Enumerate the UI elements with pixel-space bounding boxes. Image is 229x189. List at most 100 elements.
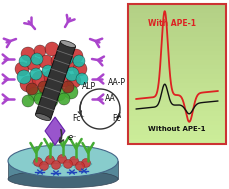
Circle shape xyxy=(46,95,58,107)
Polygon shape xyxy=(50,164,62,168)
Circle shape xyxy=(73,62,87,76)
Text: Fc: Fc xyxy=(112,115,120,123)
Circle shape xyxy=(76,73,88,85)
Circle shape xyxy=(19,55,31,67)
Circle shape xyxy=(31,53,43,65)
Bar xyxy=(128,50,225,55)
Bar xyxy=(128,60,225,65)
Text: Without APE-1: Without APE-1 xyxy=(148,126,205,132)
Polygon shape xyxy=(44,159,56,163)
Ellipse shape xyxy=(8,145,117,177)
Text: e⁻: e⁻ xyxy=(68,132,77,142)
Circle shape xyxy=(21,47,35,61)
Bar xyxy=(128,92,225,97)
Bar xyxy=(128,64,225,69)
Bar xyxy=(128,4,225,9)
Circle shape xyxy=(26,83,38,95)
Bar xyxy=(128,18,225,23)
Circle shape xyxy=(40,85,54,99)
Circle shape xyxy=(67,74,81,88)
Polygon shape xyxy=(62,163,74,167)
Circle shape xyxy=(20,76,36,92)
Circle shape xyxy=(51,160,60,170)
Bar xyxy=(128,125,225,130)
Bar xyxy=(128,41,225,46)
Bar xyxy=(128,129,225,135)
Circle shape xyxy=(52,87,66,101)
Bar xyxy=(128,83,225,88)
Circle shape xyxy=(34,45,46,57)
Circle shape xyxy=(39,55,53,69)
Circle shape xyxy=(38,81,50,93)
Circle shape xyxy=(50,79,62,91)
Circle shape xyxy=(45,42,59,56)
Circle shape xyxy=(28,87,42,101)
Text: Fc⁺: Fc⁺ xyxy=(72,115,84,123)
Bar xyxy=(128,74,225,79)
Circle shape xyxy=(62,81,74,93)
Bar xyxy=(128,32,225,37)
Text: With APE-1: With APE-1 xyxy=(147,19,195,29)
Bar xyxy=(128,106,225,111)
Circle shape xyxy=(73,55,85,67)
Circle shape xyxy=(27,57,41,71)
Polygon shape xyxy=(45,117,65,145)
Circle shape xyxy=(57,44,71,58)
Circle shape xyxy=(63,160,72,169)
Polygon shape xyxy=(74,165,86,169)
Circle shape xyxy=(42,65,54,77)
Polygon shape xyxy=(35,41,75,120)
Bar xyxy=(128,36,225,41)
Bar xyxy=(128,4,225,144)
Bar xyxy=(128,13,225,18)
Bar xyxy=(128,120,225,125)
Circle shape xyxy=(81,159,90,167)
Bar xyxy=(128,27,225,32)
Circle shape xyxy=(45,156,54,164)
Ellipse shape xyxy=(60,40,75,47)
Circle shape xyxy=(54,65,66,77)
Circle shape xyxy=(44,69,60,85)
Bar xyxy=(128,78,225,83)
Polygon shape xyxy=(38,165,50,169)
Circle shape xyxy=(33,157,42,167)
Text: AA: AA xyxy=(105,94,115,104)
Bar xyxy=(8,161,117,179)
Circle shape xyxy=(58,93,70,105)
Bar xyxy=(128,115,225,121)
Circle shape xyxy=(57,154,66,163)
Circle shape xyxy=(15,62,29,76)
Text: ALP: ALP xyxy=(82,83,96,91)
Circle shape xyxy=(61,53,73,65)
Bar xyxy=(128,101,225,107)
Bar xyxy=(128,22,225,27)
Circle shape xyxy=(39,161,48,170)
Circle shape xyxy=(69,156,78,166)
Circle shape xyxy=(56,71,72,87)
Bar xyxy=(128,46,225,51)
Bar xyxy=(128,8,225,13)
Polygon shape xyxy=(56,158,68,162)
Polygon shape xyxy=(80,162,92,166)
Circle shape xyxy=(64,85,78,99)
Bar xyxy=(128,111,225,116)
Circle shape xyxy=(30,68,42,80)
Circle shape xyxy=(69,49,83,63)
Polygon shape xyxy=(68,160,80,164)
Ellipse shape xyxy=(8,170,117,188)
Circle shape xyxy=(65,67,79,81)
Circle shape xyxy=(32,71,48,87)
Circle shape xyxy=(75,161,84,170)
Bar xyxy=(128,97,225,102)
Text: AA-P: AA-P xyxy=(108,78,125,88)
Polygon shape xyxy=(32,161,44,165)
Circle shape xyxy=(17,70,31,84)
Bar xyxy=(128,55,225,60)
Bar xyxy=(128,134,225,139)
Ellipse shape xyxy=(35,113,50,121)
Bar xyxy=(128,69,225,74)
Circle shape xyxy=(22,95,34,107)
Circle shape xyxy=(63,57,77,71)
Circle shape xyxy=(51,54,65,68)
Circle shape xyxy=(34,93,46,105)
